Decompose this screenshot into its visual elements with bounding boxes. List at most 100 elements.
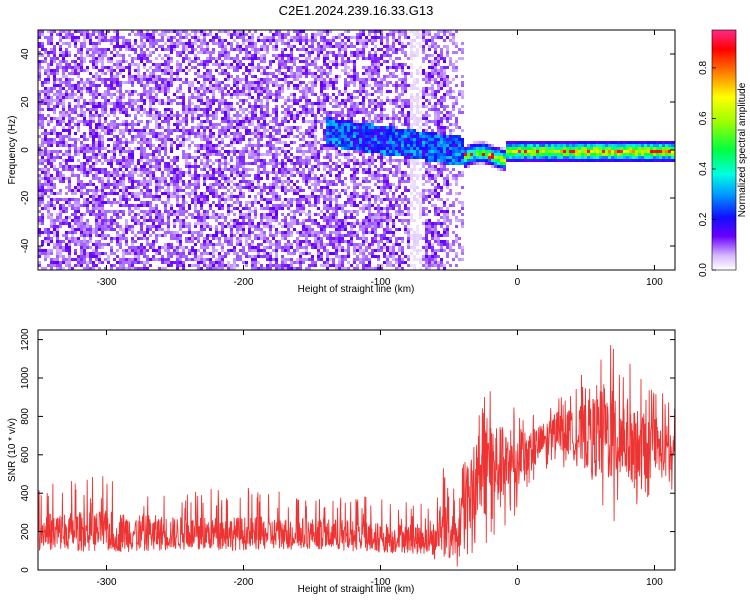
heatmap-cell [158,159,161,162]
heatmap-cell [308,150,311,153]
heatmap-cell [203,249,206,252]
heatmap-cell [146,60,149,63]
heatmap-cell [104,102,107,105]
heatmap-cell [272,168,275,171]
heatmap-cell [227,57,230,60]
heatmap-cell [254,249,257,252]
heatmap-cell [227,66,230,69]
heatmap-cell [65,48,68,51]
heatmap-cell [77,204,80,207]
heatmap-cell [326,42,329,45]
heatmap-cell [275,180,278,183]
heatmap-cell [86,36,89,39]
heatmap-cell [164,135,167,138]
heatmap-cell [203,81,206,84]
heatmap-cell [110,201,113,204]
heatmap-cell [263,72,266,75]
heatmap-cell [323,129,326,132]
heatmap-cell [86,219,89,222]
heatmap-cell [317,183,320,186]
heatmap-cell [266,225,269,228]
heatmap-cell [155,234,158,237]
heatmap-cell [296,219,299,222]
heatmap-cell [176,252,179,255]
heatmap-cell [227,75,230,78]
heatmap-cell [161,78,164,81]
heatmap-cell [68,222,71,225]
heatmap-cell [215,60,218,63]
heatmap-cell [134,180,137,183]
heatmap-cell [272,93,275,96]
heatmap-cell [317,48,320,51]
heatmap-cell [53,204,56,207]
heatmap-cell [38,255,41,258]
heatmap-cell [65,60,68,63]
heatmap-cell [110,228,113,231]
heatmap-cell [56,201,59,204]
heatmap-cell [218,207,221,210]
heatmap-cell [98,219,101,222]
heatmap-cell [71,237,74,240]
heatmap-cell [122,123,125,126]
heatmap-cell [215,216,218,219]
heatmap-cell [122,255,125,258]
heatmap-cell [74,66,77,69]
heatmap-cell [47,231,50,234]
heatmap-cell [152,207,155,210]
heatmap-cell [89,126,92,129]
heatmap-cell [200,138,203,141]
heatmap-cell [203,261,206,264]
heatmap-cell [128,204,131,207]
heatmap-cell [215,243,218,246]
heatmap-cell [74,141,77,144]
heatmap-cell [251,183,254,186]
heatmap-cell [44,96,47,99]
heatmap-cell [209,99,212,102]
heatmap-cell [212,162,215,165]
heatmap-cell [38,216,41,219]
heatmap-cell [41,198,44,201]
heatmap-cell [245,48,248,51]
heatmap-cell [80,48,83,51]
heatmap-cell [56,144,59,147]
heatmap-cell [323,234,326,237]
heatmap-cell [209,267,212,270]
heatmap-cell [302,180,305,183]
heatmap-cell [131,168,134,171]
heatmap-cell [59,156,62,159]
heatmap-cell [110,183,113,186]
heatmap-cell [320,114,323,117]
heatmap-cell [275,117,278,120]
heatmap-cell [170,39,173,42]
heatmap-cell [95,258,98,261]
heatmap-cell [236,156,239,159]
heatmap-cell [71,240,74,243]
heatmap-cell [41,117,44,120]
heatmap-cell [176,51,179,54]
heatmap-cell [107,171,110,174]
heatmap-cell [230,267,233,270]
heatmap-cell [53,60,56,63]
heatmap-cell [92,165,95,168]
heatmap-cell [197,258,200,261]
heatmap-cell [119,195,122,198]
heatmap-cell [278,84,281,87]
heatmap-cell [239,120,242,123]
heatmap-cell [254,267,257,270]
heatmap-cell [209,252,212,255]
heatmap-cell [287,54,290,57]
heatmap-cell [236,117,239,120]
heatmap-cell [134,75,137,78]
heatmap-cell [41,159,44,162]
heatmap-cell [170,102,173,105]
heatmap-cell [50,48,53,51]
heatmap-cell [53,117,56,120]
heatmap-cell [284,129,287,132]
heatmap-cell [269,66,272,69]
heatmap-cell [272,162,275,165]
heatmap-cell [68,42,71,45]
heatmap-cell [146,93,149,96]
heatmap-cell [320,258,323,261]
heatmap-cell [254,198,257,201]
heatmap-cell [242,156,245,159]
